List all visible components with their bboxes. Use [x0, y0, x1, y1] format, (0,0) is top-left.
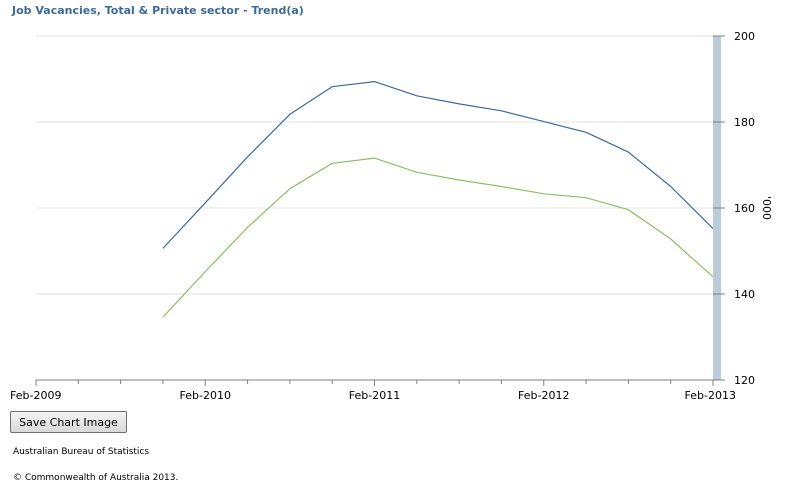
x-tick-label: Feb-2009 [10, 389, 61, 402]
y-tick-label: 160 [734, 202, 755, 215]
x-tick-label: Feb-2013 [685, 389, 736, 402]
y-axis-label: '000 [760, 196, 773, 220]
y-tick-label: 200 [734, 30, 755, 43]
source-text: Australian Bureau of Statistics [13, 447, 150, 457]
y-axis-ticks: 120 140 160 180 200 [713, 30, 755, 387]
series-lines [162, 80, 714, 318]
save-chart-image-button[interactable]: Save Chart Image [10, 411, 127, 433]
y-tick-label: 140 [734, 288, 755, 301]
series-line-2 [162, 157, 714, 318]
copyright-text: © Commonwealth of Australia 2013. [13, 473, 179, 483]
chart-plot: Feb-2009 Feb-2010 Feb-2011 Feb-2012 Feb-2013… [10, 30, 773, 402]
y-tick-label: 180 [734, 116, 755, 129]
x-tick-label: Feb-2011 [349, 389, 400, 402]
x-tick-label: Feb-2010 [180, 389, 231, 402]
x-axis-ticks: Feb-2009 Feb-2010 Feb-2011 Feb-2012 Feb-2013 [10, 380, 736, 402]
chart-title: Job Vacancies, Total & Private sector - … [12, 4, 304, 17]
series-line-1 [162, 80, 714, 249]
x-tick-label: Feb-2012 [518, 389, 569, 402]
grid-lines [36, 35, 713, 295]
y-tick-label: 120 [734, 374, 755, 387]
